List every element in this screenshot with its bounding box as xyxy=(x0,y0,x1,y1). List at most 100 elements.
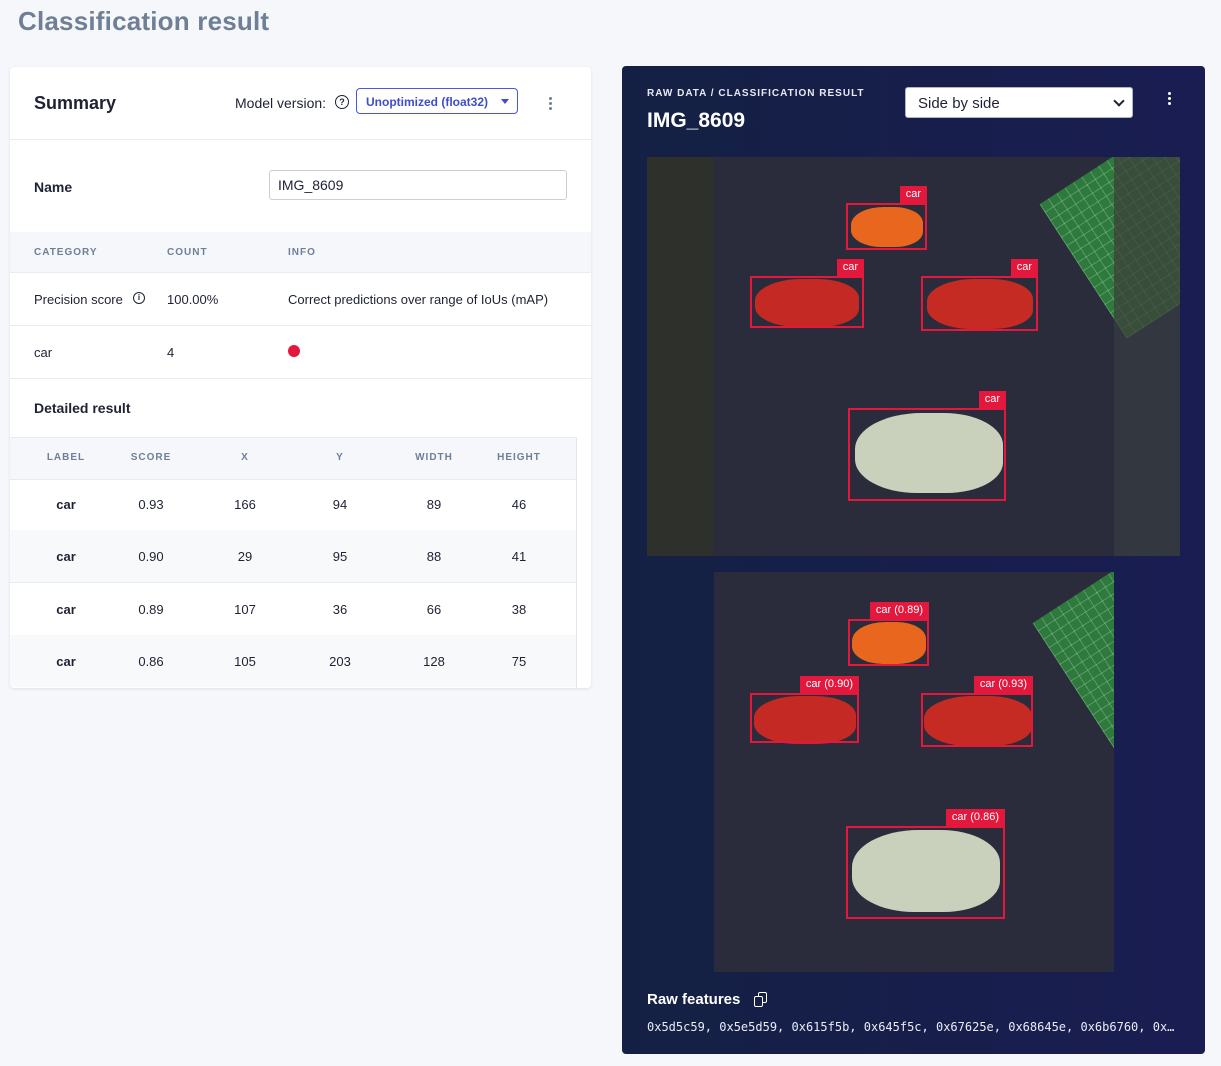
precision-label: Precision score xyxy=(34,292,123,307)
header-info: INFO xyxy=(288,247,316,258)
row-width: 66 xyxy=(426,602,442,617)
model-version-label: Model version: xyxy=(235,95,327,111)
header-y: Y xyxy=(336,452,344,463)
bounding-box: car xyxy=(846,186,927,250)
name-row: Name xyxy=(10,140,591,233)
category-row-precision: Precision score i 100.00% Correct predic… xyxy=(10,273,591,326)
row-y: 203 xyxy=(329,654,351,669)
panel-more-options-icon[interactable] xyxy=(1168,92,1172,107)
car-object xyxy=(851,207,923,247)
row-width: 89 xyxy=(426,497,442,512)
panel-caption: RAW DATA / CLASSIFICATION RESULT xyxy=(647,88,865,99)
row-x: 29 xyxy=(237,549,253,564)
row-score: 0.89 xyxy=(138,602,164,617)
car-object xyxy=(852,622,926,664)
copy-icon[interactable] xyxy=(754,992,768,1007)
car-object xyxy=(855,413,1003,493)
row-label: car xyxy=(56,497,76,512)
bbox-label: car (0.93) xyxy=(973,676,1033,693)
row-score: 0.90 xyxy=(138,549,164,564)
bbox-label: car (0.89) xyxy=(869,602,929,619)
row-height: 41 xyxy=(511,549,527,564)
row-label: car xyxy=(56,602,76,617)
bounding-box: car (0.89) xyxy=(848,602,929,666)
raw-data-panel: RAW DATA / CLASSIFICATION RESULT IMG_860… xyxy=(622,66,1205,1054)
row-x: 107 xyxy=(234,602,256,617)
row-width: 128 xyxy=(423,654,445,669)
image-padding-right xyxy=(1114,157,1180,556)
precision-info: Correct predictions over range of IoUs (… xyxy=(288,292,549,307)
row-y: 95 xyxy=(332,549,348,564)
name-input[interactable] xyxy=(269,170,567,200)
car-category-label: car xyxy=(34,345,53,360)
summary-card: Summary Model version: ? Unoptimized (fl… xyxy=(10,67,591,688)
table-row[interactable]: car 0.90 29 95 88 41 xyxy=(10,530,576,583)
bbox-label: car xyxy=(978,391,1006,408)
header-count: COUNT xyxy=(167,247,208,258)
row-score: 0.93 xyxy=(138,497,164,512)
car-object xyxy=(924,696,1032,746)
row-y: 94 xyxy=(332,497,348,512)
summary-header: Summary Model version: ? Unoptimized (fl… xyxy=(10,67,591,140)
bbox-label: car (0.86) xyxy=(945,809,1005,826)
header-label: LABEL xyxy=(46,452,86,463)
panel-title: IMG_8609 xyxy=(647,109,746,132)
name-label: Name xyxy=(34,179,73,195)
row-height: 75 xyxy=(511,654,527,669)
bounding-box: car (0.90) xyxy=(750,676,859,743)
info-icon[interactable]: i xyxy=(133,292,145,304)
detailed-result-title: Detailed result xyxy=(34,400,131,416)
caret-down-icon xyxy=(501,99,509,104)
chevron-down-icon xyxy=(1113,95,1125,107)
bounding-box: car xyxy=(750,259,864,328)
car-object xyxy=(755,279,859,327)
summary-title: Summary xyxy=(34,93,117,113)
bbox-label: car xyxy=(899,186,927,203)
row-y: 36 xyxy=(332,602,348,617)
raw-features-values: 0x5d5c59, 0x5e5d59, 0x615f5b, 0x645f5c, … xyxy=(647,1020,1177,1034)
row-x: 105 xyxy=(234,654,256,669)
table-row[interactable]: car 0.93 166 94 89 46 xyxy=(10,478,576,531)
model-version-dropdown[interactable]: Unoptimized (float32) xyxy=(356,88,518,114)
category-row-car: car 4 xyxy=(10,326,591,379)
car-color-dot xyxy=(288,345,300,357)
row-height: 46 xyxy=(511,497,527,512)
header-x: X xyxy=(241,452,249,463)
bounding-box: car (0.86) xyxy=(846,809,1005,919)
header-score: SCORE xyxy=(130,452,172,463)
model-version-value: Unoptimized (float32) xyxy=(366,95,488,109)
row-label: car xyxy=(56,549,76,564)
raw-image: car car car car xyxy=(647,157,1180,556)
detailed-table-header: LABEL SCORE X Y WIDTH HEIGHT xyxy=(10,437,576,480)
view-mode-value: Side by side xyxy=(918,95,1000,112)
bounding-box: car (0.93) xyxy=(921,676,1033,747)
result-image: car (0.89) car (0.90) car (0.93) car (0.… xyxy=(714,572,1114,972)
bbox-label: car xyxy=(836,259,864,276)
table-row[interactable]: car 0.86 105 203 128 75 xyxy=(10,635,576,687)
row-height: 38 xyxy=(511,602,527,617)
bounding-box: car xyxy=(921,259,1038,331)
help-icon[interactable]: ? xyxy=(335,95,349,109)
image-padding-left xyxy=(647,157,713,556)
bbox-label: car xyxy=(1010,259,1038,276)
category-table-header: CATEGORY COUNT INFO xyxy=(10,232,591,273)
view-mode-select[interactable]: Side by side xyxy=(905,87,1133,118)
raw-features-title: Raw features xyxy=(647,991,741,1008)
table-row[interactable]: car 0.89 107 36 66 38 xyxy=(10,583,576,636)
row-width: 88 xyxy=(426,549,442,564)
header-height: HEIGHT xyxy=(497,452,541,463)
car-object xyxy=(927,279,1033,329)
row-label: car xyxy=(56,654,76,669)
row-score: 0.86 xyxy=(138,654,164,669)
row-x: 166 xyxy=(234,497,256,512)
page-title: Classification result xyxy=(18,6,270,36)
precision-count: 100.00% xyxy=(167,292,219,307)
header-category: CATEGORY xyxy=(34,247,98,258)
table-scrollbar-track[interactable] xyxy=(576,437,577,688)
car-object xyxy=(754,696,856,744)
more-options-icon[interactable] xyxy=(549,97,553,112)
car-count: 4 xyxy=(167,345,175,360)
bbox-label: car (0.90) xyxy=(799,676,859,693)
car-object xyxy=(852,830,1000,912)
bounding-box: car xyxy=(848,391,1006,501)
